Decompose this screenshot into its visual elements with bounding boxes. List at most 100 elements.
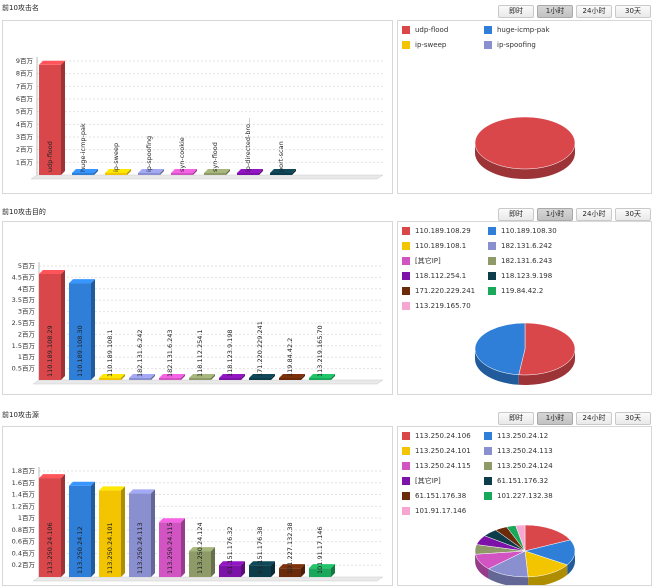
tab-realtime[interactable]: 即时 <box>498 412 534 425</box>
bar[interactable] <box>138 169 164 175</box>
tab-24-hours[interactable]: 24小时 <box>576 208 612 221</box>
bar-category-label: 110.189.108.30 <box>76 325 84 377</box>
bar[interactable] <box>279 564 305 577</box>
bar-chart: 1百万 2百万 3百万 4百万 5百万 6百万 7百万 8百万 9百万 udp-flood huge… <box>16 57 384 180</box>
legend-item[interactable]: [其它IP] <box>402 256 441 266</box>
bar[interactable] <box>99 374 125 380</box>
bar[interactable] <box>39 60 65 175</box>
legend-swatch <box>484 447 492 455</box>
legend-item[interactable]: 110.189.108.30 <box>488 226 557 236</box>
legend-item[interactable]: ip-spoofing <box>484 40 536 50</box>
pie-slice-side <box>475 143 575 179</box>
bar-category-label: ip-directed-bro... <box>244 118 252 172</box>
legend-item[interactable]: 113.250.24.12 <box>484 431 548 441</box>
bar[interactable] <box>189 374 215 380</box>
legend-swatch <box>402 272 410 280</box>
pie-slice[interactable] <box>474 116 576 170</box>
bar[interactable] <box>309 564 335 577</box>
legend-label: 119.84.42.2 <box>501 287 544 295</box>
bar[interactable] <box>219 374 245 380</box>
bar[interactable] <box>129 489 155 577</box>
bar[interactable] <box>249 561 275 577</box>
bar[interactable] <box>39 269 65 380</box>
legend-item[interactable]: 182.131.6.243 <box>488 256 552 266</box>
pie-slice[interactable] <box>474 322 526 376</box>
legend-item[interactable]: 119.84.42.2 <box>488 286 543 296</box>
tab-1-hour[interactable]: 1小时 <box>537 5 573 18</box>
legend-item[interactable]: 110.189.108.1 <box>402 241 466 251</box>
bar[interactable] <box>279 374 305 380</box>
pie-slice[interactable] <box>515 524 526 552</box>
legend-item[interactable]: 101.91.17.146 <box>402 506 466 516</box>
y-tick-label: 0.4百万 <box>12 549 36 557</box>
tab-30-days[interactable]: 30天 <box>615 412 651 425</box>
time-tabs: 即时 1小时 24小时 30天 <box>498 208 651 221</box>
tab-1-hour[interactable]: 1小时 <box>537 208 573 221</box>
tab-realtime[interactable]: 即时 <box>498 208 534 221</box>
bar[interactable] <box>204 169 230 175</box>
legend-item[interactable]: 113.250.24.106 <box>402 431 471 441</box>
y-tick-label: 4百万 <box>16 120 34 128</box>
legend-label: 113.219.165.70 <box>415 302 471 310</box>
legend-item[interactable]: 101.227.132.38 <box>484 491 553 501</box>
legend-swatch <box>488 242 496 250</box>
bar[interactable] <box>129 374 155 380</box>
bar-category-label: 61.151.176.32 <box>226 526 234 574</box>
bar[interactable] <box>237 169 263 175</box>
tab-1-hour[interactable]: 1小时 <box>537 412 573 425</box>
pie-slice[interactable] <box>524 539 576 566</box>
bar[interactable] <box>159 518 185 577</box>
y-tick-label: 0.8百万 <box>12 526 36 534</box>
legend-item[interactable]: 118.112.254.1 <box>402 271 466 281</box>
legend-item[interactable]: 61.151.176.38 <box>402 491 466 501</box>
legend-item[interactable]: 61.151.176.32 <box>484 476 548 486</box>
legend-label: 101.227.132.38 <box>497 492 553 500</box>
legend-item[interactable]: 171.220.229.241 <box>402 286 475 296</box>
bar-chart: 0.2百万 0.4百万 0.6百万 0.8百万 1百万 1.2百万 1.4百万 1.6百万 1.… <box>12 467 384 582</box>
section-title: 前10攻击名 <box>2 4 39 12</box>
legend-item[interactable]: huge-icmp-pak <box>484 25 550 35</box>
legend-item[interactable]: 113.250.24.101 <box>402 446 471 456</box>
tab-realtime[interactable]: 即时 <box>498 5 534 18</box>
bar[interactable] <box>189 547 215 577</box>
bar[interactable] <box>270 169 296 175</box>
bar[interactable] <box>39 474 65 577</box>
legend-item[interactable]: 113.250.24.124 <box>484 461 553 471</box>
legend-item[interactable]: 113.250.24.115 <box>402 461 471 471</box>
legend-label: [其它IP] <box>415 477 441 485</box>
legend-item[interactable]: 182.131.6.242 <box>488 241 552 251</box>
y-tick-label: 6百万 <box>16 95 34 103</box>
bar[interactable] <box>309 374 335 380</box>
y-tick-label: 2百万 <box>16 146 34 154</box>
bar[interactable] <box>171 169 197 175</box>
bar[interactable] <box>159 374 185 380</box>
legend-item[interactable]: 113.219.165.70 <box>402 301 471 311</box>
bar[interactable] <box>105 169 131 175</box>
x-axis-floor <box>32 576 384 582</box>
bar[interactable] <box>69 279 95 380</box>
legend-label: 113.250.24.101 <box>415 447 471 455</box>
legend-label: 110.189.108.29 <box>415 227 471 235</box>
y-tick-label: 8百万 <box>16 70 34 78</box>
y-tick-label: 2百万 <box>18 330 36 338</box>
bar[interactable] <box>249 374 275 380</box>
attack-source-section: 前10攻击源 即时 1小时 24小时 30天 0.2百万 0.4百万 0.6百万 0.… <box>0 407 655 587</box>
bar[interactable] <box>72 169 98 175</box>
legend-item[interactable]: [其它IP] <box>402 476 441 486</box>
legend-item[interactable]: ip-sweep <box>402 40 446 50</box>
bar[interactable] <box>69 481 95 577</box>
bar[interactable] <box>99 486 125 577</box>
legend-swatch <box>402 26 410 34</box>
tab-24-hours[interactable]: 24小时 <box>576 412 612 425</box>
legend-item[interactable]: 113.250.24.113 <box>484 446 553 456</box>
bar[interactable] <box>219 561 245 577</box>
legend-item[interactable]: 110.189.108.29 <box>402 226 471 236</box>
pie-slice[interactable] <box>518 322 576 376</box>
tab-30-days[interactable]: 30天 <box>615 208 651 221</box>
bar-chart-panel: 0.5百万 1百万 1.5百万 2百万 2.5百万 3百万 3.5百万 4百万 4.5百万 5百万… <box>2 221 393 395</box>
tab-24-hours[interactable]: 24小时 <box>576 5 612 18</box>
tab-30-days[interactable]: 30天 <box>615 5 651 18</box>
pie-slice[interactable] <box>524 524 571 552</box>
legend-item[interactable]: udp-flood <box>402 25 448 35</box>
legend-item[interactable]: 118.123.9.198 <box>488 271 552 281</box>
